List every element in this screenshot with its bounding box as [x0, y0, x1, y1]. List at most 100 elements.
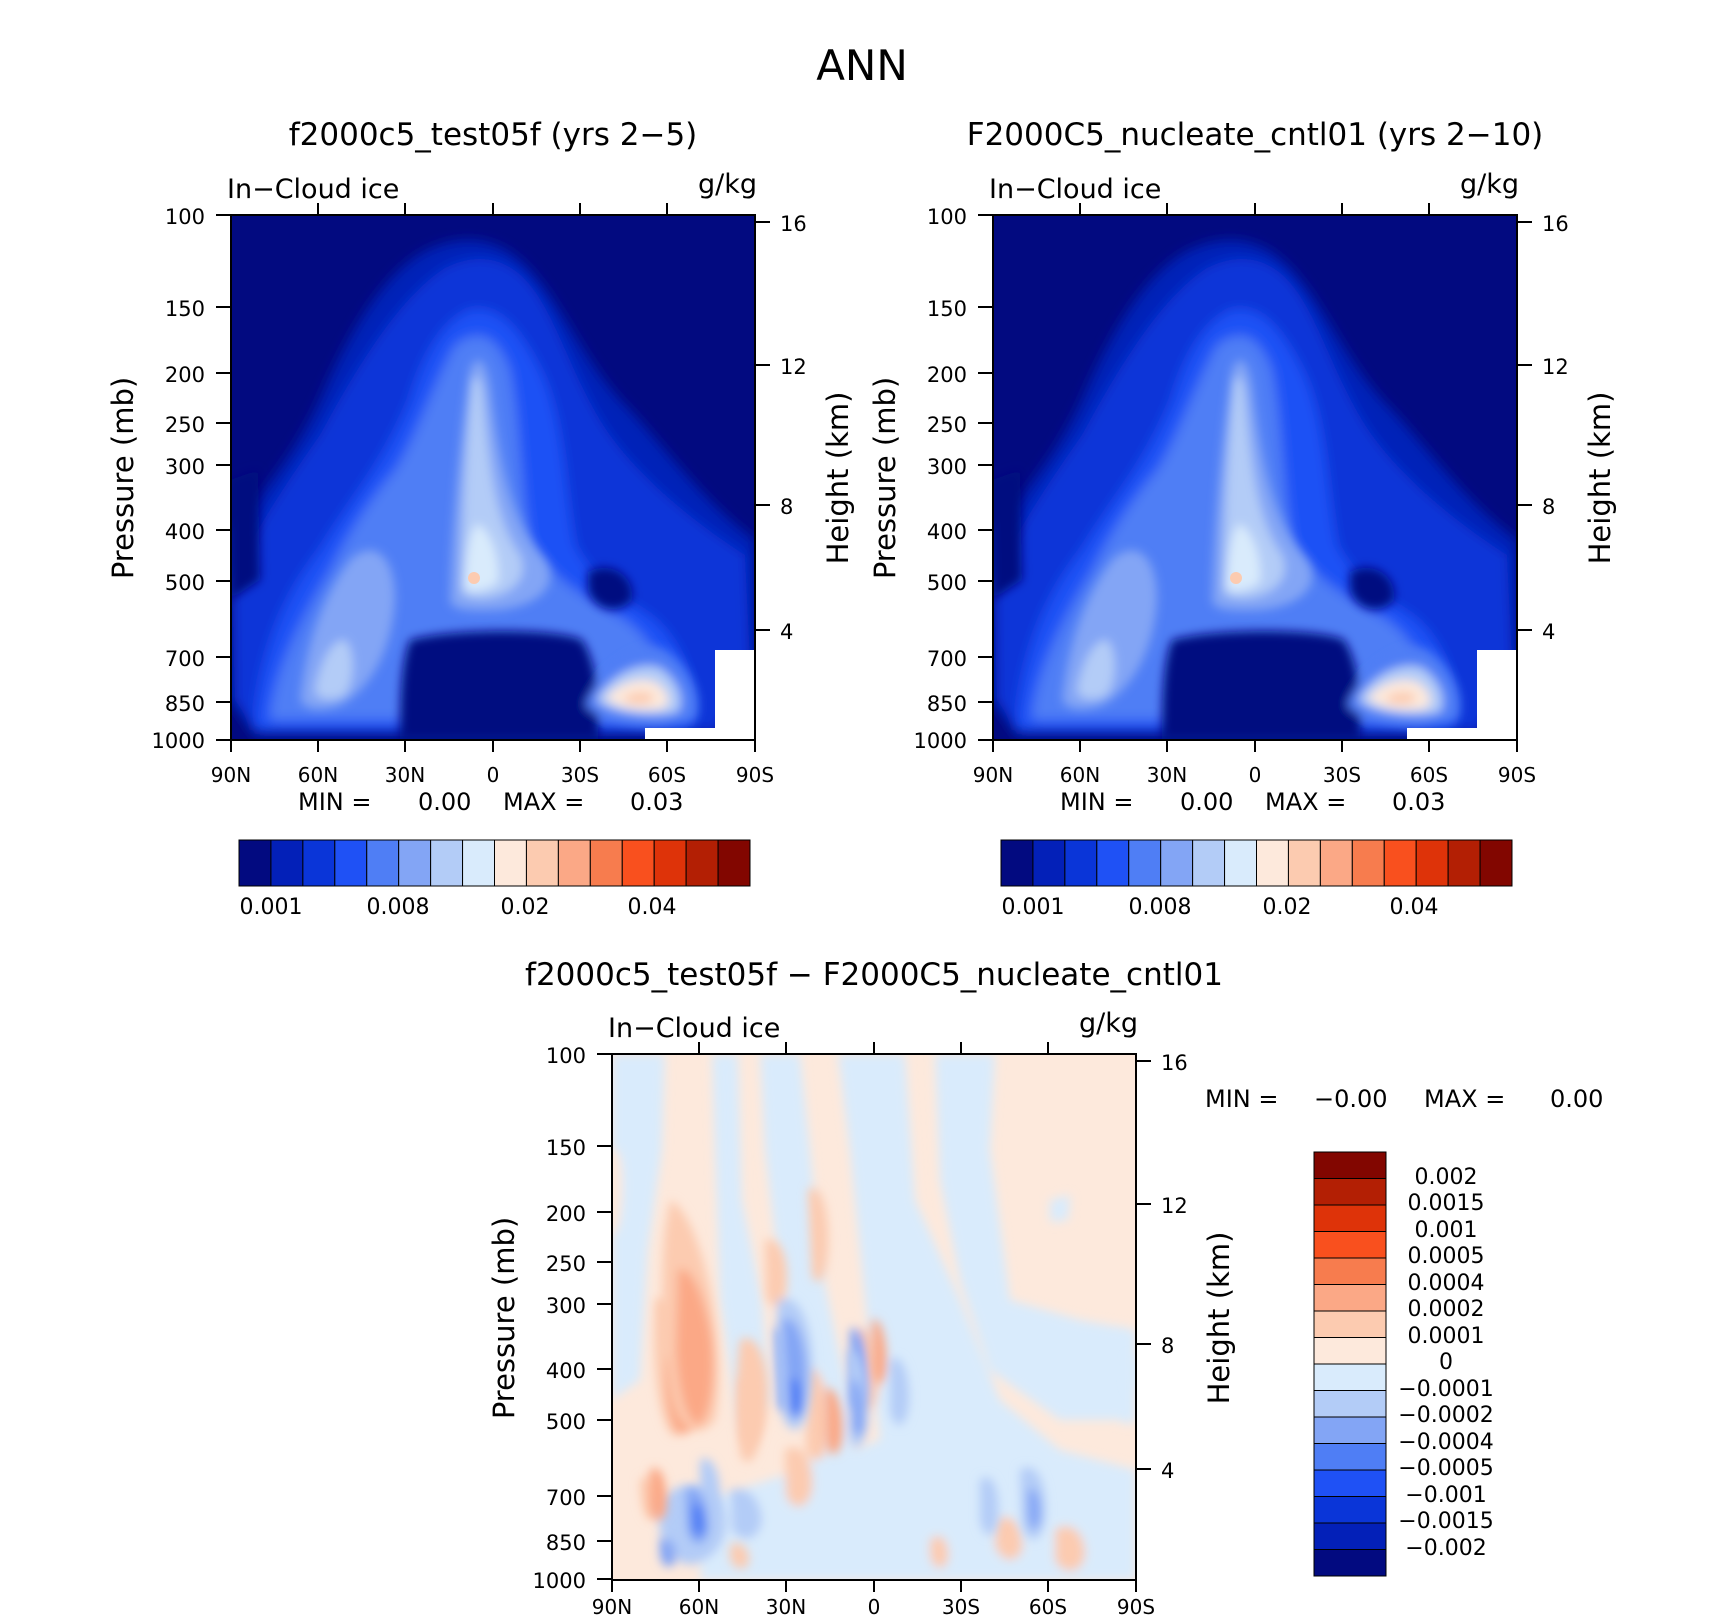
x-tick-label: 60N: [679, 1595, 719, 1616]
colorbar-swatch: [557, 839, 591, 887]
contour-region: [935, 1054, 1136, 1420]
contour-region: [872, 1319, 887, 1385]
contour-region: [612, 1054, 665, 1400]
y-axis-title-right: Height (km): [1583, 392, 1617, 565]
colorbar-swatch: [1313, 1549, 1387, 1577]
colorbar-label: 0.001: [240, 895, 303, 920]
y-tick-label: 200: [165, 363, 205, 387]
x-tick-label: 30N: [1147, 763, 1187, 787]
x-tick-label: 60S: [648, 763, 686, 787]
y-tick-label: 850: [165, 692, 205, 716]
y-tick-label: 300: [165, 455, 205, 479]
height-ticks: [1136, 1060, 1151, 1470]
colorbar-swatch: [366, 839, 400, 887]
x-tick-labels: 90N 60N 30N 0 30S 60S 90S: [973, 763, 1536, 787]
max-value: 0.03: [630, 788, 683, 816]
colorbar-labels: 0.001 0.008 0.02 0.04: [1002, 895, 1439, 920]
colorbar-label: 0.04: [628, 895, 677, 920]
contour-region: [785, 1447, 813, 1507]
colorbar-swatch: [1064, 839, 1098, 887]
y-tick-label: 250: [927, 413, 967, 437]
colorbar-label: 0.04: [1390, 895, 1439, 920]
colorbar-label: 0.0015: [1408, 1191, 1485, 1216]
colorbar-swatch: [1447, 839, 1481, 887]
colorbar-label: 0.0002: [1408, 1297, 1485, 1322]
panel-title: f2000c5_test05f (yrs 2−5): [289, 117, 698, 153]
colorbar-swatch: [621, 839, 655, 887]
x-tick-label: 90N: [973, 763, 1013, 787]
variable-label: In−Cloud ice: [608, 1013, 780, 1044]
y-tick-label: 150: [927, 297, 967, 321]
colorbar-swatch: [1313, 1284, 1387, 1312]
max-value: 0.00: [1550, 1085, 1603, 1113]
y-tick-label: 500: [165, 571, 205, 595]
height-tick-label: 4: [780, 620, 793, 644]
x-tick-label: 90N: [592, 1595, 632, 1616]
contour-region: [400, 631, 599, 740]
height-tick-label: 4: [1161, 1459, 1174, 1483]
colorbar-label: 0.0001: [1408, 1324, 1485, 1349]
missing-data-region: [715, 650, 755, 740]
y-axis-title: Pressure (mb): [487, 1217, 521, 1419]
x-ticks: [230, 203, 756, 752]
y-axis-title-right: Height (km): [1202, 1232, 1236, 1405]
y-tick-label: 300: [546, 1294, 586, 1318]
x-tick-label: 0: [487, 763, 500, 787]
colorbar-swatch: [1351, 839, 1385, 887]
colorbar-label: 0.001: [1002, 895, 1065, 920]
panel-control: F2000C5_nucleate_cntl01 (yrs 2−10) In−Cl…: [868, 117, 1617, 920]
colorbar: [238, 839, 751, 887]
colorbar-swatch: [1313, 1443, 1387, 1471]
contour-region: [1028, 1489, 1041, 1530]
colorbar-swatch: [1160, 839, 1194, 887]
y-tick-label: 300: [927, 455, 967, 479]
colorbar-label: −0.0004: [1398, 1430, 1493, 1455]
x-tick-labels: 90N 60N 30N 0 30S 60S 90S: [211, 763, 774, 787]
colorbar-label: 0.002: [1415, 1165, 1478, 1190]
colorbar-swatch: [1313, 1257, 1387, 1285]
max-label: MAX =: [1424, 1085, 1505, 1113]
contour-region: [825, 1388, 843, 1455]
contour-region: [676, 1268, 714, 1425]
colorbar-swatch: [398, 839, 432, 887]
contour-field: [612, 1054, 1136, 1580]
units-label: g/kg: [698, 169, 757, 200]
y-axis-title-right: Height (km): [821, 392, 855, 565]
colorbar-label: −0.0005: [1398, 1456, 1493, 1481]
y-axis-title: Pressure (mb): [106, 377, 140, 579]
contour-region: [805, 1368, 830, 1461]
height-tick-label: 16: [1161, 1051, 1188, 1075]
min-value: 0.00: [418, 788, 471, 816]
height-tick-label: 12: [780, 355, 807, 379]
contour-region: [808, 1188, 829, 1282]
height-tick-label: 16: [780, 212, 807, 236]
height-ticks: [1517, 221, 1532, 631]
colorbar-labels: 0.002 0.0015 0.001 0.0005 0.0004 0.0002 …: [1398, 1165, 1493, 1561]
height-tick-label: 12: [1161, 1194, 1188, 1218]
colorbar-label: 0.0005: [1408, 1244, 1485, 1269]
y-tick-label: 200: [927, 363, 967, 387]
contour-region: [730, 1543, 749, 1569]
contour-region: [700, 1054, 1136, 1580]
colorbar-swatch: [1313, 1310, 1387, 1338]
contour-region: [890, 1358, 909, 1425]
contour-region: [765, 1239, 787, 1307]
contour-region: [588, 567, 633, 610]
colorbar-label: 0.001: [1415, 1218, 1478, 1243]
y-axis-title: Pressure (mb): [868, 377, 902, 579]
missing-data-region: [1477, 650, 1517, 740]
x-tick-label: 30N: [766, 1595, 806, 1616]
units-label: g/kg: [1079, 1008, 1138, 1039]
contour-region: [730, 1488, 762, 1539]
contour-region: [1055, 1526, 1085, 1571]
height-tick-label: 8: [780, 495, 793, 519]
colorbar: [1000, 839, 1513, 887]
x-tick-label: 90S: [736, 763, 774, 787]
colorbar-swatch: [1313, 1231, 1387, 1259]
colorbar-swatch: [1128, 839, 1162, 887]
contour-region: [1386, 692, 1416, 704]
y-tick-label: 100: [927, 205, 967, 229]
contour-region: [1050, 1195, 1070, 1222]
colorbar-swatch: [1000, 839, 1034, 887]
colorbar-swatch: [1032, 839, 1066, 887]
